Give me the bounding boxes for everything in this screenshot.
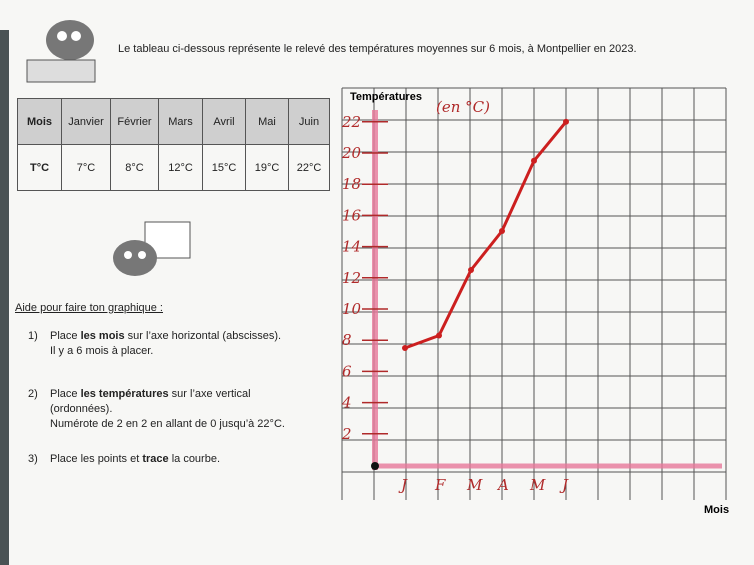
step-line: Place les températures sur l’axe vertica… <box>50 388 251 400</box>
step-text: trace <box>142 453 169 465</box>
cell: 22°C <box>288 144 330 191</box>
header-cell: Avril <box>202 98 246 145</box>
x-title: Mois <box>704 504 729 516</box>
step-text: les mois <box>80 330 125 342</box>
y-tick-label: 22 <box>341 113 361 131</box>
y-title: Températures <box>350 91 422 103</box>
point <box>402 345 408 351</box>
point <box>499 228 505 234</box>
x-tick-label: M <box>529 476 546 494</box>
y-tick-label: 12 <box>342 269 361 287</box>
y-tick-label: 14 <box>342 238 361 256</box>
data-table: Mois Janvier Février Mars Avril Mai Juin T°C 7°C… <box>17 98 330 191</box>
header-cell: Mars <box>158 98 203 145</box>
monster-icon <box>26 20 96 83</box>
x-tick-label: M <box>466 476 483 494</box>
header-cell: Juin <box>288 98 330 145</box>
step-text: Place <box>50 388 81 400</box>
point <box>436 332 442 339</box>
step-line: Numérote de 2 en 2 en allant de 0 jusqu’… <box>50 418 285 430</box>
step-number: 1) <box>28 330 38 342</box>
title: Le tableau ci-dessous représente le rele… <box>118 43 637 55</box>
y-tick-label: 20 <box>341 144 362 162</box>
y-tick-label: 4 <box>341 394 352 412</box>
step-number: 2) <box>28 388 38 400</box>
y-tick-label: 2 <box>341 425 352 443</box>
y-tick-label: 6 <box>342 362 352 380</box>
cell: 12°C <box>158 144 203 191</box>
step-line: Place les mois sur l’axe horizontal (abs… <box>50 330 281 342</box>
x-tick-label: F <box>434 476 446 494</box>
step-text: sur l’axe vertical <box>168 388 251 400</box>
point <box>468 267 474 273</box>
point <box>563 118 569 125</box>
unit: (en °C) <box>436 98 490 116</box>
step-line: Il y a 6 mois à placer. <box>50 345 153 357</box>
cell: 15°C <box>202 144 246 191</box>
origin <box>371 462 379 470</box>
step-text: (ordonnées). <box>50 403 113 415</box>
y-tick-label: 16 <box>342 206 362 224</box>
step-number: 3) <box>28 453 38 465</box>
x-tick-label: J <box>398 476 408 494</box>
monster-with-board <box>113 221 191 276</box>
step-text: Place les points et <box>50 453 143 465</box>
step-line: (ordonnées). <box>50 403 112 415</box>
help-title: Aide pour faire ton graphique : <box>15 302 163 314</box>
y-tick-label: 10 <box>342 300 362 318</box>
step-line: Place les points et trace la courbe. <box>50 453 220 465</box>
step-text: Il y a 6 mois à placer. <box>50 345 154 357</box>
x-tick-label: J <box>559 476 569 494</box>
photo-edge <box>0 30 9 565</box>
header-cell: Janvier <box>61 98 111 145</box>
step-text: les températures <box>80 388 169 400</box>
step-text: sur l’axe horizontal (abscisses). <box>124 330 282 342</box>
cell: T°C <box>17 144 62 191</box>
y-tick-label: 8 <box>342 331 352 349</box>
curve <box>404 120 568 350</box>
x-tick-label: A <box>496 476 509 494</box>
point <box>531 157 537 164</box>
step-text: Numérote de 2 en 2 en allant de 0 jusqu’… <box>50 418 285 430</box>
y-tick-label: 18 <box>342 175 361 193</box>
step-text: Place <box>50 330 81 342</box>
step-text: la courbe. <box>168 453 221 465</box>
cell: 19°C <box>245 144 289 191</box>
